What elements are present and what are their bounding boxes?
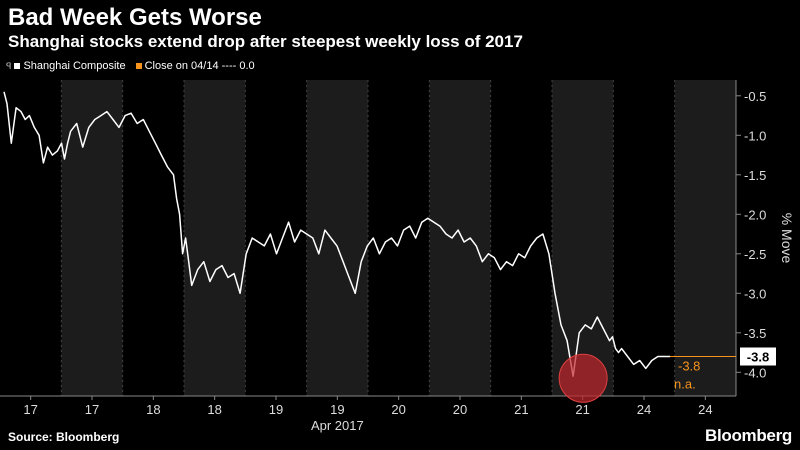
source-note: Source: Bloomberg: [8, 430, 120, 444]
legend-glyph-icon: ꟼ: [6, 60, 12, 71]
end-value-label: -3.8: [747, 350, 769, 365]
legend-item-ref: Close on 04/14 ---- 0.0: [135, 60, 255, 72]
x-tick-label: 17: [85, 402, 99, 417]
y-tick-label: -3.0: [744, 286, 766, 301]
day-band: [674, 80, 736, 396]
dip-highlight-circle: [558, 353, 608, 403]
x-axis-label: Apr 2017: [311, 418, 364, 433]
annotation-value: -3.8: [678, 359, 700, 374]
x-tick-label: 24: [637, 402, 651, 417]
day-band: [61, 80, 123, 396]
chart-title: Bad Week Gets Worse: [8, 4, 262, 31]
x-tick-label: 18: [146, 402, 160, 417]
y-tick-label: -3.5: [744, 326, 766, 341]
y-tick-label: -1.0: [744, 128, 766, 143]
x-tick-label: 21: [514, 402, 528, 417]
x-tick-label: 20: [453, 402, 467, 417]
day-band: [306, 80, 368, 396]
y-tick-label: -2.0: [744, 207, 766, 222]
y-tick-label: -4.0: [744, 365, 766, 380]
legend-swatch-orange: [135, 63, 142, 69]
y-tick-label: -2.5: [744, 247, 766, 262]
brand-logo: Bloomberg: [704, 426, 792, 445]
legend-series-label: Shanghai Composite: [23, 60, 126, 72]
x-tick-label: 24: [698, 402, 712, 417]
x-tick-label: 19: [269, 402, 283, 417]
day-band: [552, 80, 614, 396]
legend-ref-label: Close on 04/14 ---- 0.0: [144, 60, 255, 72]
y-tick-label: -1.5: [744, 168, 766, 183]
day-band: [429, 80, 491, 396]
y-tick-label: -0.5: [744, 89, 766, 104]
x-tick-label: 18: [207, 402, 221, 417]
day-band: [184, 80, 246, 396]
x-tick-label: 19: [330, 402, 344, 417]
y-axis-label: % Move: [779, 213, 795, 264]
legend-item-series: ꟼ Shanghai Composite: [6, 60, 126, 72]
x-tick-label: 20: [391, 402, 405, 417]
legend-swatch-white: [14, 63, 21, 69]
annotation-na: n.a.: [674, 377, 696, 392]
end-value-box: [740, 347, 776, 366]
series-line-shanghai-composite: [3, 91, 670, 378]
chart-subtitle: Shanghai stocks extend drop after steepe…: [8, 32, 523, 51]
legend: ꟼ Shanghai Composite Close on 04/14 ----…: [6, 60, 261, 72]
x-tick-label: 17: [23, 402, 37, 417]
x-tick-label: 21: [575, 402, 589, 417]
